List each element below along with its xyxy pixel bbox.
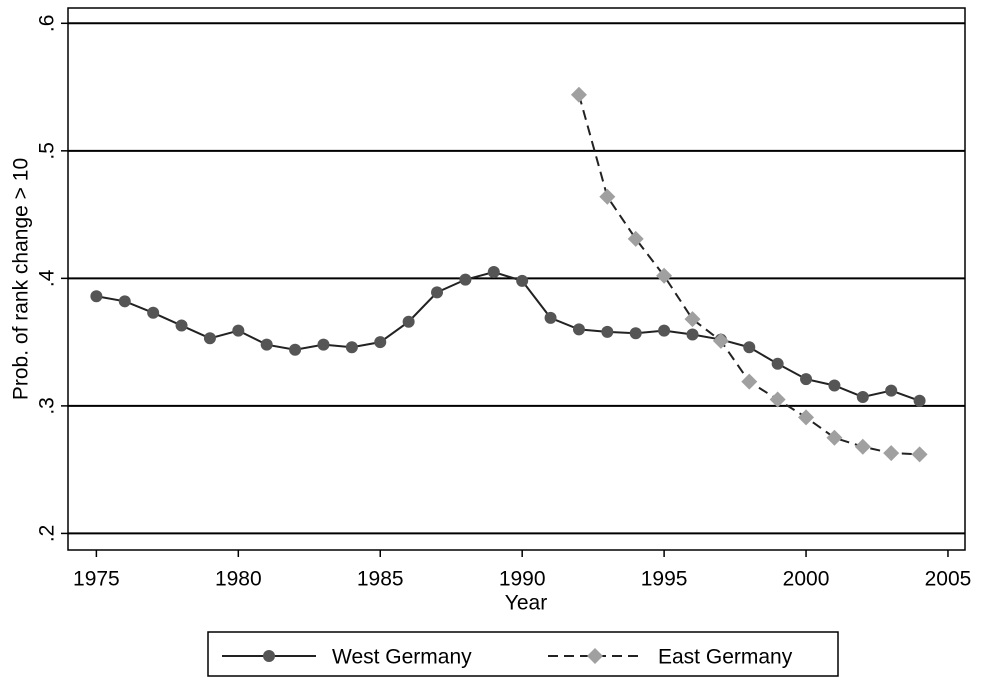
data-point [544,311,557,324]
data-point [771,357,784,370]
y-tick-label: .3 [36,397,59,415]
data-point [317,338,330,351]
data-point [627,230,644,247]
data-point [601,325,614,338]
data-point [712,332,729,349]
legend-label: East Germany [658,646,793,669]
data-point [572,323,585,336]
data-point [599,188,616,205]
data-point [800,373,813,386]
data-point [203,332,216,345]
x-axis-title: Year [505,592,547,615]
data-point [854,438,871,455]
y-tick-label: .6 [36,15,59,33]
data-point [911,446,928,463]
x-tick-label: 2005 [925,568,972,591]
data-point [90,290,103,303]
data-point [741,373,758,390]
data-point [175,319,188,332]
x-tick-label: 1980 [215,568,262,591]
data-point [487,265,500,278]
legend-marker [263,650,275,662]
x-tick-label: 1990 [499,568,546,591]
data-point [629,327,642,340]
data-point [431,286,444,299]
data-point [516,274,529,287]
x-tick-label: 1995 [641,568,688,591]
x-tick-label: 1985 [357,568,404,591]
data-point [769,391,786,408]
data-point [232,324,245,337]
legend-box [207,631,839,677]
y-axis-title: Prob. of rank change > 10 [10,158,33,400]
x-tick-label: 2000 [783,568,830,591]
data-point [374,336,387,349]
data-point [658,324,671,337]
data-point [570,86,587,103]
data-point [856,390,869,403]
x-tick-label: 1975 [73,568,120,591]
data-point [885,384,898,397]
data-point [743,341,756,354]
data-point [883,445,900,462]
data-point [402,315,415,328]
data-point [345,341,358,354]
data-point [147,306,160,319]
y-tick-label: .5 [36,142,59,160]
data-point [260,338,273,351]
data-point [828,379,841,392]
data-point [686,328,699,341]
data-point [826,429,843,446]
data-point [684,311,701,328]
data-point [913,394,926,407]
y-tick-label: .4 [36,269,59,287]
data-point [289,343,302,356]
y-tick-label: .2 [36,525,59,543]
data-point [656,267,673,284]
legend-marker [587,648,603,664]
data-point [459,273,472,286]
data-point [118,295,131,308]
legend-label: West Germany [332,646,472,669]
data-point [798,409,815,426]
